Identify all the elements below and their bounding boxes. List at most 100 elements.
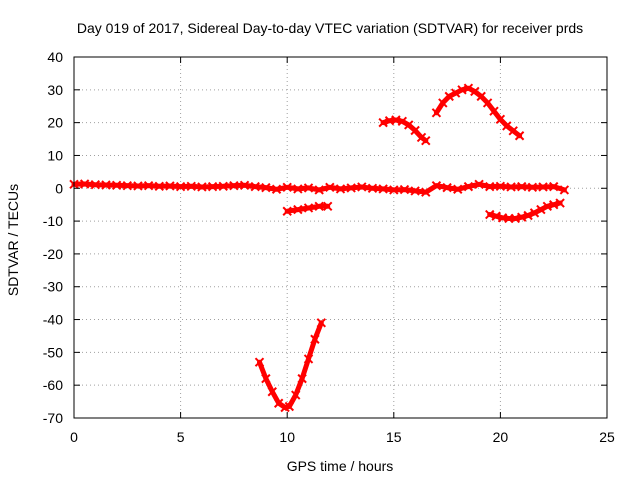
data-point-cross — [421, 135, 431, 146]
data-point-cross — [229, 180, 239, 191]
data-point-cross — [250, 181, 260, 192]
data-point-cross — [291, 390, 301, 400]
data-point-cross — [323, 201, 333, 212]
plot-frame — [73, 56, 608, 419]
x-tick-label: 25 — [599, 429, 615, 445]
data-point-cross — [476, 91, 486, 102]
y-tick-label: -60 — [43, 377, 63, 393]
data-point-cross — [474, 179, 484, 190]
y-tick-label: 20 — [47, 115, 63, 131]
data-point-cross — [485, 209, 495, 220]
data-point-cross — [555, 198, 565, 208]
y-axis-title: SDTVAR / TECUs — [5, 184, 21, 296]
series-arc-21h-minus8 — [485, 198, 565, 224]
data-point-cross — [273, 398, 284, 408]
data-point-cross — [527, 182, 538, 192]
data-point-cross — [514, 131, 525, 141]
data-point-cross — [271, 184, 282, 194]
data-point-cross — [489, 106, 499, 116]
data-point-cross — [529, 208, 540, 218]
data-point-cross — [261, 182, 271, 193]
data-series-layer — [69, 83, 570, 413]
data-point-cross — [303, 354, 314, 364]
data-point-cross — [197, 182, 207, 192]
data-point-cross — [559, 185, 570, 195]
data-point-cross — [316, 318, 327, 328]
data-point-cross — [357, 182, 367, 192]
data-point-cross — [261, 373, 271, 384]
data-point-cross — [506, 182, 516, 192]
data-point-cross — [254, 357, 265, 367]
data-point-cross — [303, 183, 314, 193]
y-tick-label: 10 — [47, 147, 63, 163]
data-point-cross — [517, 212, 527, 222]
data-point-cross — [122, 180, 133, 191]
series-arc-18h-top — [431, 83, 525, 141]
data-point-cross — [453, 184, 463, 194]
series-arc-10h-minus6 — [282, 201, 333, 216]
data-point-cross — [239, 180, 250, 191]
data-point-cross — [154, 181, 164, 192]
data-point-cross — [90, 179, 101, 190]
data-point-cross — [314, 185, 324, 195]
data-point-cross — [470, 86, 480, 97]
data-point-cross — [101, 180, 111, 190]
data-point-cross — [282, 182, 292, 192]
y-tick-label: 40 — [47, 49, 63, 65]
data-point-cross — [523, 210, 533, 221]
data-point-cross — [346, 183, 356, 193]
data-point-cross — [143, 180, 154, 191]
data-point-cross — [186, 181, 196, 192]
data-point-cross — [463, 181, 474, 192]
data-point-cross — [378, 117, 388, 128]
y-tick-label: -10 — [43, 213, 63, 229]
data-point-cross — [397, 116, 408, 127]
y-tick-label: -70 — [43, 410, 63, 426]
data-point-cross — [79, 179, 90, 189]
data-point-cross — [282, 206, 292, 216]
data-point-cross — [335, 184, 346, 194]
x-tick-label: 10 — [279, 429, 295, 445]
data-point-cross — [431, 108, 442, 118]
x-tick-label: 0 — [70, 429, 78, 445]
data-point-cross — [297, 373, 307, 384]
data-point-cross — [293, 184, 303, 194]
data-point-cross — [508, 126, 518, 136]
data-point-cross — [410, 125, 420, 136]
data-point-cross — [218, 181, 228, 192]
data-point-cross — [314, 201, 324, 212]
data-point-cross — [510, 213, 521, 224]
data-point-cross — [410, 186, 420, 196]
data-point-cross — [548, 181, 559, 192]
data-point-cross — [165, 181, 175, 191]
data-point-cross — [491, 211, 501, 221]
series-arc-15h — [378, 115, 431, 146]
data-point-cross — [303, 203, 314, 213]
data-point-cross — [267, 387, 277, 397]
data-point-cross — [310, 334, 320, 344]
data-point-cross — [421, 187, 431, 197]
data-point-cross — [175, 181, 186, 192]
axis-ticks: 0 5 10 15 20 25 -70 -60 -50 -40 -30 -20 -10 0 10 20 30 40 — [43, 49, 615, 445]
data-point-cross — [482, 98, 493, 108]
series-arc-10h-bottom — [254, 318, 327, 413]
data-point-cross — [389, 185, 399, 195]
y-tick-label: 30 — [47, 82, 63, 98]
y-tick-label: 0 — [55, 180, 63, 196]
x-tick-label: 20 — [493, 429, 509, 445]
data-point-cross — [404, 120, 414, 130]
data-point-cross — [399, 184, 410, 195]
data-point-cross — [495, 114, 506, 125]
y-tick-label: -40 — [43, 312, 63, 328]
data-point-cross — [536, 204, 546, 215]
x-tick-label: 5 — [177, 429, 185, 445]
data-point-cross — [548, 199, 559, 210]
data-point-cross — [502, 121, 512, 131]
data-point-cross — [442, 182, 452, 193]
data-point-cross — [111, 180, 122, 191]
data-point-cross — [207, 181, 218, 192]
data-point-cross — [542, 201, 553, 212]
data-point-cross — [133, 181, 143, 191]
y-tick-label: -30 — [43, 279, 63, 295]
